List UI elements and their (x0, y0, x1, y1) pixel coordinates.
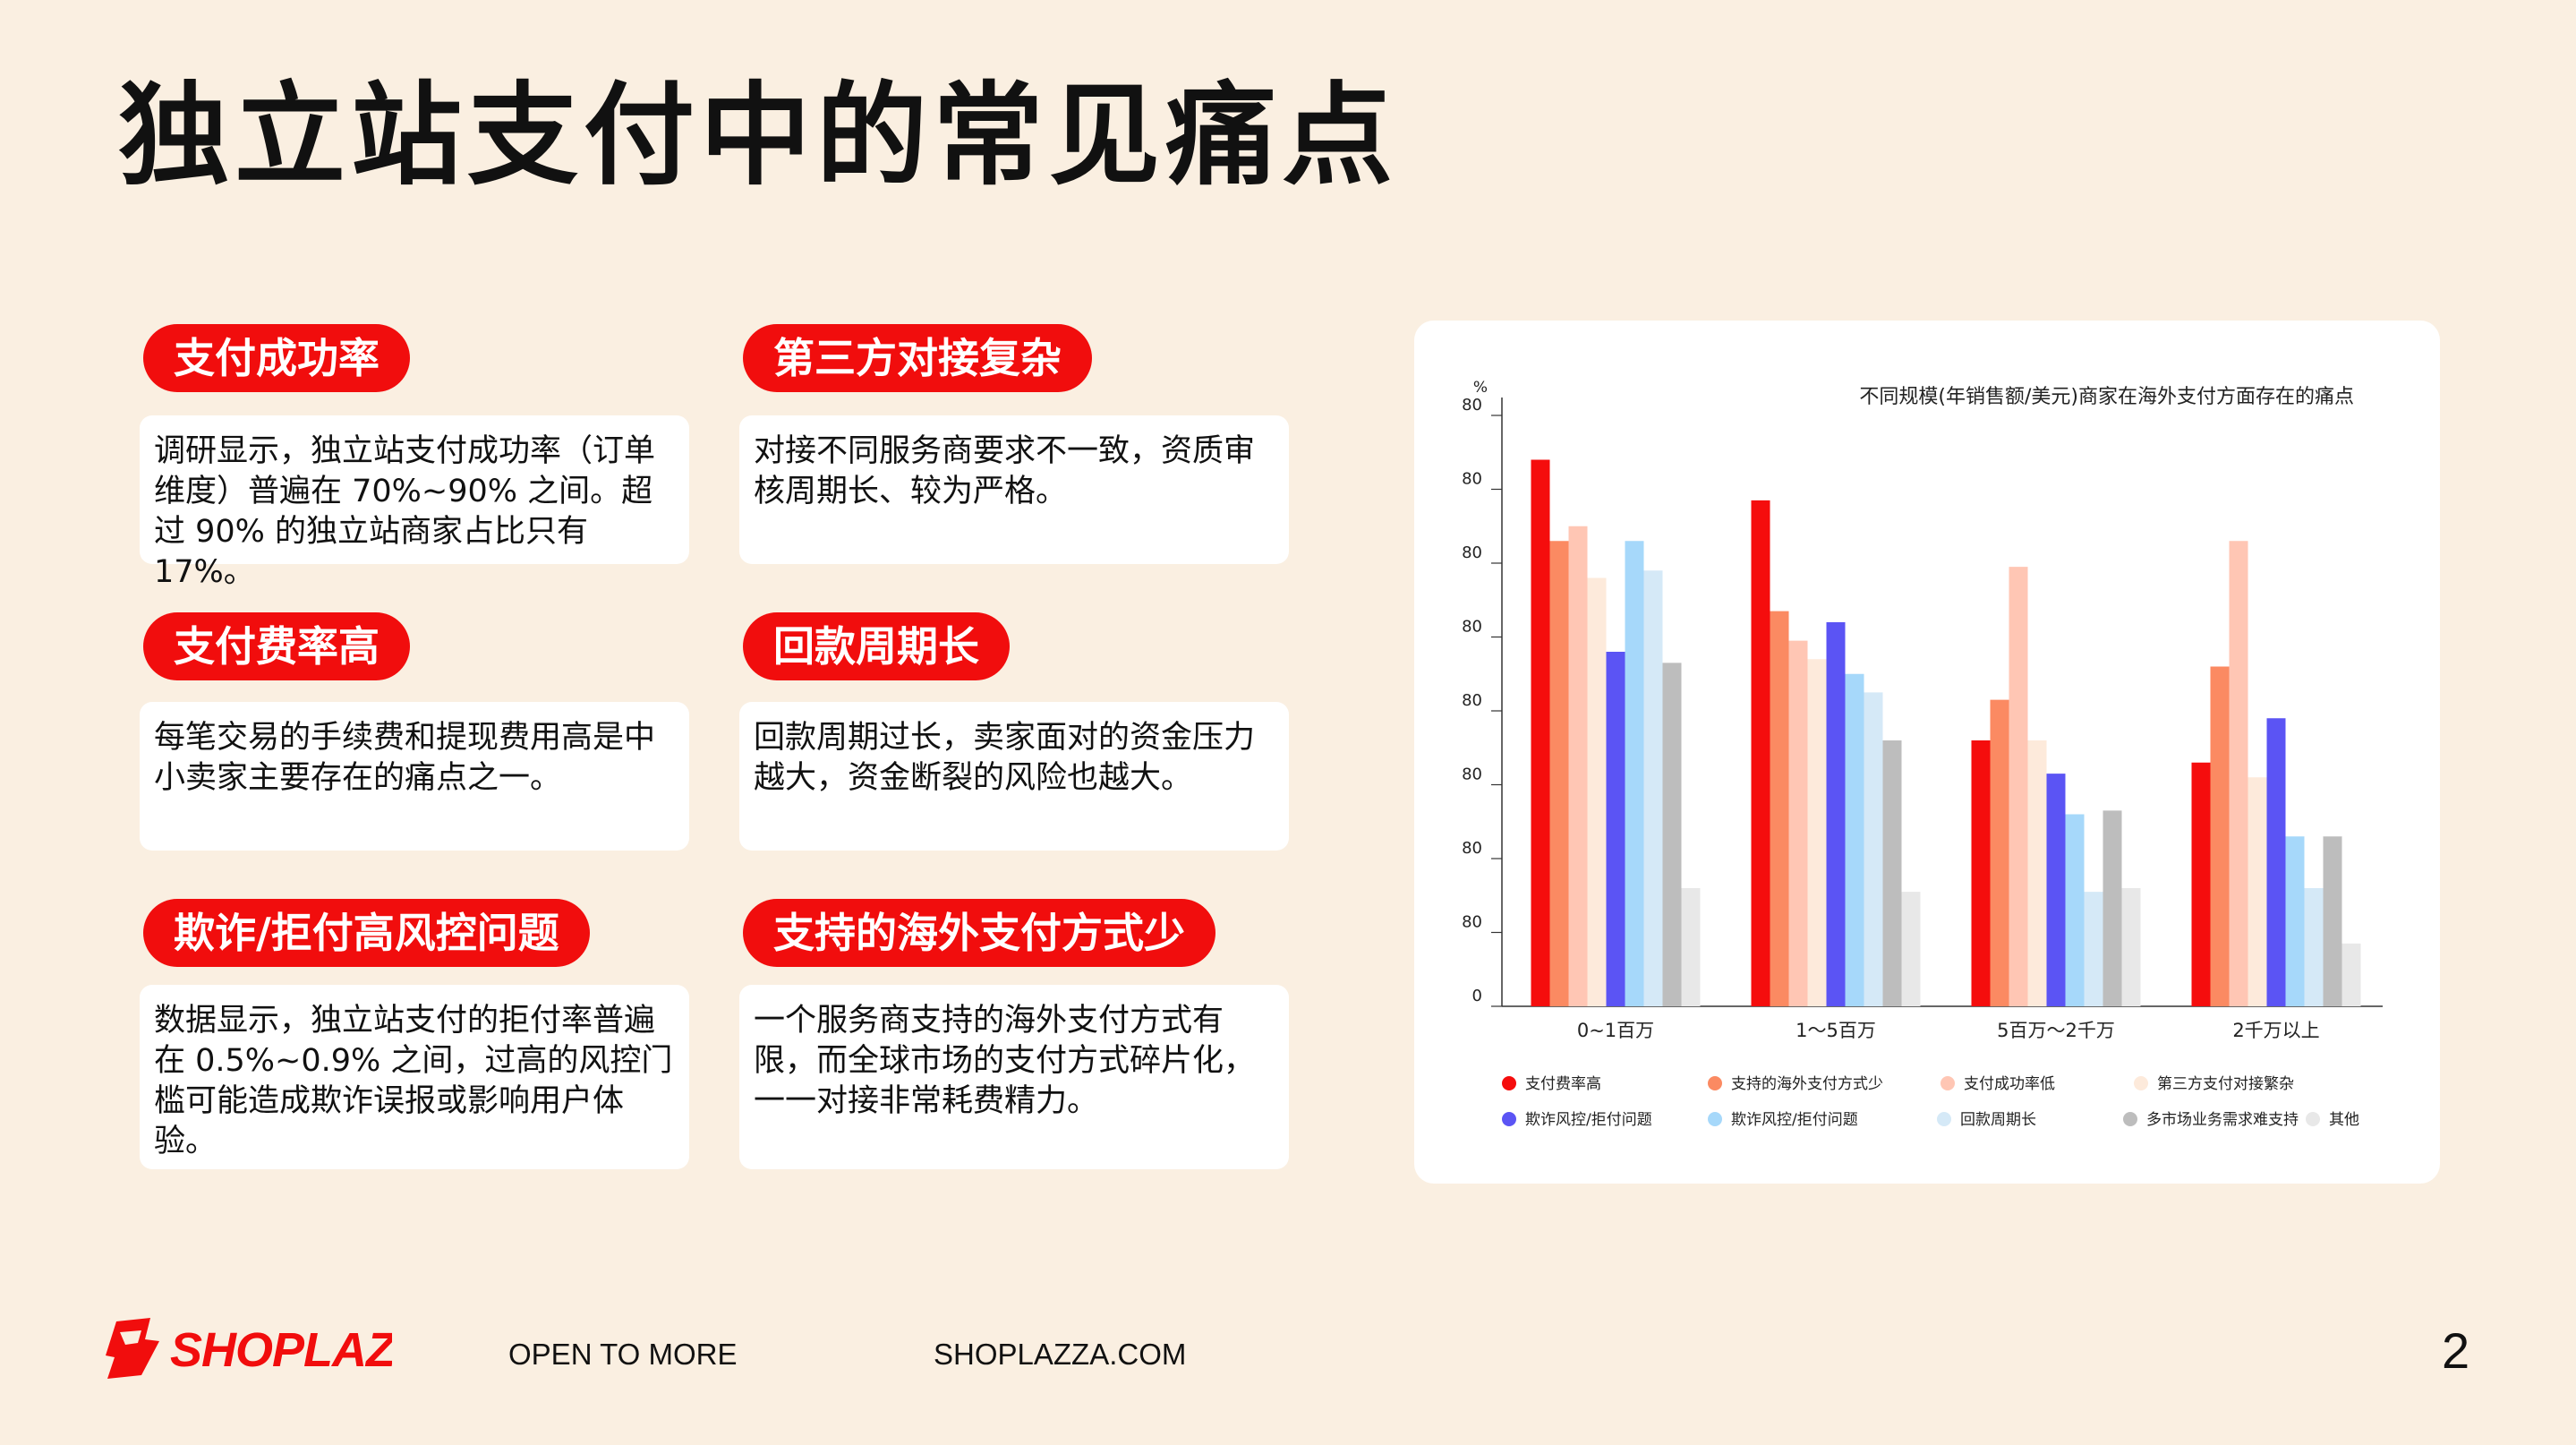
legend-label: 欺诈风控/拒付问题 (1525, 1111, 1652, 1129)
bar (2121, 888, 2141, 1006)
card-tag-success-rate: 支付成功率 (143, 324, 410, 392)
card-body-payout-cycle: 回款周期过长，卖家面对的资金压力越大，资金断裂的风险也越大。 (739, 702, 1289, 851)
legend-label: 回款周期长 (1960, 1111, 2036, 1129)
bar (2210, 666, 2230, 1006)
y-tick-label: 0 (1472, 987, 1482, 1005)
y-tick-label: 80 (1462, 765, 1482, 784)
bar (1751, 500, 1770, 1006)
bar (1864, 692, 1883, 1006)
legend-label: 其他 (2329, 1111, 2359, 1129)
brand-logo: SHOPLAZZA (106, 1312, 458, 1388)
bar (1643, 570, 1663, 1006)
card-body-fee-rate: 每笔交易的手续费和提现费用高是中小卖家主要存在的痛点之一。 (140, 702, 689, 851)
bar (1971, 740, 1991, 1006)
bar (1901, 892, 1921, 1006)
y-tick-label: 80 (1462, 543, 1482, 562)
card-body-fraud: 数据显示，独立站支付的拒付率普遍在 0.5%~0.9% 之间，过高的风控门槛可能… (140, 985, 689, 1169)
chart-y-unit: % (1473, 379, 1488, 397)
card-tag-fee-rate: 支付费率高 (143, 612, 410, 680)
bar (1625, 541, 1644, 1006)
y-tick-label: 80 (1462, 839, 1482, 858)
bar (1807, 659, 1827, 1006)
footer-website[interactable]: SHOPLAZZA.COM (934, 1338, 1187, 1371)
legend-swatch (2134, 1076, 2148, 1090)
legend-label: 支付成功率低 (1964, 1075, 2055, 1093)
y-tick-label: 80 (1462, 396, 1482, 415)
legend-label: 支持的海外支付方式少 (1731, 1075, 1883, 1093)
bar (1882, 740, 1902, 1006)
chart-title: 不同规模(年销售额/美元)商家在海外支付方面存在的痛点 (1859, 386, 2354, 408)
bar (2266, 718, 2286, 1006)
legend-swatch (2123, 1112, 2137, 1126)
bar (2084, 892, 2103, 1006)
y-tick-label: 80 (1462, 913, 1482, 932)
bar (1681, 888, 1701, 1006)
bar (2027, 740, 2047, 1006)
bar (1770, 611, 1789, 1006)
legend-swatch (1708, 1076, 1722, 1090)
x-tick-label: 5百万～2千万 (1997, 1020, 2115, 1041)
bar (1845, 673, 1864, 1006)
card-body-payment-methods: 一个服务商支持的海外支付方式有限，而全球市场的支付方式碎片化，一一对接非常耗费精… (739, 985, 1289, 1169)
card-body-third-party: 对接不同服务商要求不一致，资质审核周期长、较为严格。 (739, 415, 1289, 564)
legend-swatch (1941, 1076, 1955, 1090)
bar (1606, 652, 1625, 1006)
bar (1568, 526, 1588, 1006)
x-tick-label: 2千万以上 (2232, 1020, 2319, 1041)
x-tick-label: 1～5百万 (1796, 1020, 1876, 1041)
y-tick-label: 80 (1462, 618, 1482, 637)
legend-swatch (1708, 1112, 1722, 1126)
chart-axes: 0 80 80 80 80 80 80 80 80 0~1百万 1～5百万 5百万～2千万 2千万以上 (1462, 396, 2383, 1041)
brand-wordmark: SHOPLAZZA (170, 1323, 392, 1377)
card-tag-third-party: 第三方对接复杂 (743, 324, 1092, 392)
card-tag-payment-methods: 支持的海外支付方式少 (743, 899, 1215, 967)
bar (2323, 836, 2342, 1006)
card-tag-payout-cycle: 回款周期长 (743, 612, 1010, 680)
y-tick-label: 80 (1462, 470, 1482, 489)
bar (1990, 699, 2009, 1006)
bar (2229, 541, 2248, 1006)
bar (1587, 577, 1607, 1006)
y-tick-label: 80 (1462, 691, 1482, 710)
card-tag-fraud: 欺诈/拒付高风控问题 (143, 899, 590, 967)
bar (2103, 810, 2122, 1006)
legend-swatch (2306, 1112, 2320, 1126)
legend-label: 支付费率高 (1525, 1075, 1601, 1093)
legend-swatch (1502, 1112, 1516, 1126)
footer-slogan: OPEN TO MORE (508, 1338, 738, 1371)
chart-bars (1531, 459, 2361, 1006)
bar (2285, 836, 2305, 1006)
bar (2065, 814, 2085, 1006)
bar (1549, 541, 1569, 1006)
card-body-success-rate: 调研显示，独立站支付成功率（订单维度）普遍在 70%~90% 之间。超过 90%… (140, 415, 689, 590)
legend-label: 欺诈风控/拒付问题 (1731, 1111, 1858, 1129)
bar (2046, 774, 2066, 1006)
bar (2009, 567, 2028, 1006)
chart-panel: 0 80 80 80 80 80 80 80 80 0~1百万 1～5百万 5百万～2千万 2千万以上 … (1414, 321, 2440, 1184)
legend-label: 第三方支付对接繁杂 (2157, 1075, 2294, 1093)
bar (2304, 888, 2324, 1006)
legend-swatch (1502, 1076, 1516, 1090)
bar (2248, 777, 2267, 1006)
page-title: 独立站支付中的常见痛点 (118, 72, 1399, 201)
bar (1662, 663, 1682, 1006)
legend-label: 多市场业务需求难支持 (2146, 1111, 2299, 1129)
legend-swatch (1937, 1112, 1951, 1126)
page-number: 2 (2442, 1322, 2470, 1379)
x-tick-label: 0~1百万 (1577, 1020, 1654, 1041)
bar (1788, 640, 1808, 1006)
bar (1826, 622, 1846, 1006)
shoplazza-logo-icon: SHOPLAZZA (106, 1318, 458, 1379)
bar (2341, 943, 2361, 1006)
bar (2191, 762, 2211, 1006)
bar (1531, 459, 1550, 1006)
